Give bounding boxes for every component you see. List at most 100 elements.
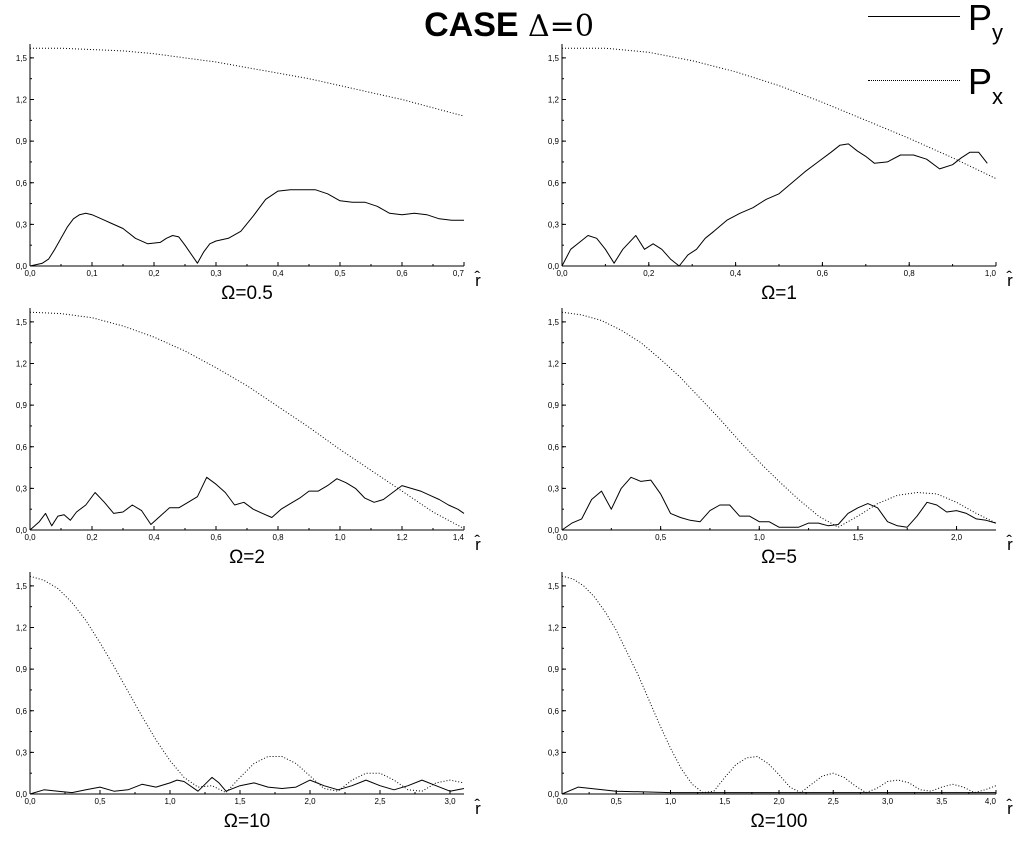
y-tick-label: 1,2 bbox=[548, 360, 560, 369]
x-tick-label: 0,0 bbox=[556, 533, 568, 542]
y-tick-label: 0,9 bbox=[548, 137, 560, 146]
chart-title-main: CASE bbox=[424, 6, 519, 44]
x-tick-label: 3,0 bbox=[882, 797, 894, 806]
y-tick-label: 0,9 bbox=[16, 401, 28, 410]
x-tick-label: 0,3 bbox=[210, 269, 222, 278]
chart-panel-5: 0,0 0,5 1,0 1,5 2,0 2,5 3,0 0,0 0,3 0,6 0,9 1,2 1,5 r… bbox=[16, 572, 481, 832]
chart-title: CASE Δ=0 bbox=[0, 6, 1018, 45]
x-tick-label: 3,0 bbox=[444, 797, 456, 806]
y-tick-label: 0,3 bbox=[548, 220, 560, 229]
y-tick-label: 0,0 bbox=[548, 526, 560, 535]
y-tick-label: 0,3 bbox=[16, 220, 28, 229]
x-tick-label: 0,2 bbox=[86, 533, 98, 542]
series-py-line bbox=[29, 776, 465, 795]
y-tick-label: 0,3 bbox=[16, 484, 28, 493]
y-tick-label: 0,0 bbox=[16, 526, 28, 535]
x-tick-label: 4,0 bbox=[985, 797, 997, 806]
x-tick-label: 0,0 bbox=[24, 269, 36, 278]
x-tick-label: 1,5 bbox=[234, 797, 246, 806]
panel-caption: Ω=10 bbox=[224, 811, 270, 832]
y-tick-label: 1,5 bbox=[16, 582, 28, 591]
panel-caption: Ω=2 bbox=[229, 547, 265, 568]
x-tick-label: 1,4 bbox=[453, 533, 465, 542]
y-tick-label: 0,9 bbox=[548, 665, 560, 674]
x-tick-label: 1,0 bbox=[334, 533, 346, 542]
x-tick-label: 3,5 bbox=[936, 797, 948, 806]
legend-dotted-line-swatch bbox=[868, 80, 960, 81]
legend-py-label: P bbox=[968, 0, 993, 38]
y-tick-label: 0,0 bbox=[548, 790, 560, 799]
x-tick-label: 0,0 bbox=[24, 533, 36, 542]
y-tick-label: 0,3 bbox=[548, 484, 560, 493]
x-axis-label: r̂ bbox=[1006, 270, 1013, 290]
y-tick-label: 0,9 bbox=[548, 401, 560, 410]
series-py-line bbox=[561, 786, 996, 795]
chart-panel-3: 0,0 0,2 0,4 0,6 0,8 1,0 1,2 1,4 0,0 0,3 0,6 0,9 1,2 1… bbox=[16, 308, 481, 568]
x-tick-label: 0,6 bbox=[396, 269, 408, 278]
x-tick-label: 0,5 bbox=[94, 797, 106, 806]
x-tick-label: 0,4 bbox=[730, 269, 742, 278]
x-tick-label: 0,6 bbox=[817, 269, 829, 278]
y-tick-label: 1,2 bbox=[16, 96, 28, 105]
chart-panel-4: 0,0 0,5 1,0 1,5 2,0 0,0 0,3 0,6 0,9 1,2 1,5 r̂ Ω=5 bbox=[548, 308, 1013, 568]
y-tick-label: 0,6 bbox=[16, 179, 28, 188]
x-axis-label: r̂ bbox=[474, 798, 481, 818]
series-px-line bbox=[562, 47, 997, 180]
x-tick-label: 0,0 bbox=[556, 269, 568, 278]
x-tick-label: 0,5 bbox=[655, 533, 667, 542]
y-tick-label: 0,0 bbox=[548, 262, 560, 271]
x-tick-label: 1,0 bbox=[665, 797, 677, 806]
chart-panel-1: 0,0 0,1 0,2 0,3 0,4 0,5 0,6 0,7 0,0 0,3 0,6 0,9 1,2 1… bbox=[16, 44, 481, 304]
y-tick-label: 0,9 bbox=[16, 665, 28, 674]
y-tick-label: 0,6 bbox=[16, 443, 28, 452]
x-tick-label: 0,8 bbox=[904, 269, 916, 278]
x-tick-label: 0,8 bbox=[272, 533, 284, 542]
x-tick-label: 0,0 bbox=[24, 797, 36, 806]
x-tick-label: 2,5 bbox=[374, 797, 386, 806]
x-tick-label: 1,5 bbox=[719, 797, 731, 806]
y-tick-label: 0,6 bbox=[548, 707, 560, 716]
legend: Py Px bbox=[862, 0, 1018, 120]
x-axis-label: r̂ bbox=[1006, 798, 1013, 818]
legend-solid-line-swatch bbox=[868, 16, 960, 17]
x-tick-label: 0,1 bbox=[86, 269, 98, 278]
x-tick-label: 0,6 bbox=[210, 533, 222, 542]
y-tick-label: 1,5 bbox=[16, 54, 28, 63]
y-tick-label: 1,5 bbox=[548, 318, 560, 327]
y-tick-label: 1,2 bbox=[548, 96, 560, 105]
legend-entry-py: Py bbox=[968, 0, 1003, 45]
x-tick-label: 0,4 bbox=[148, 533, 160, 542]
x-tick-label: 1,5 bbox=[852, 533, 864, 542]
y-tick-label: 0,9 bbox=[16, 137, 28, 146]
chart-title-delta: Δ=0 bbox=[528, 9, 594, 44]
panel-caption: Ω=0.5 bbox=[221, 283, 273, 304]
series-py-line bbox=[561, 143, 988, 267]
x-tick-label: 0,4 bbox=[272, 269, 284, 278]
y-tick-label: 1,5 bbox=[16, 318, 28, 327]
x-tick-label: 1,0 bbox=[985, 269, 997, 278]
y-tick-label: 1,2 bbox=[16, 360, 28, 369]
y-tick-label: 1,5 bbox=[548, 582, 560, 591]
chart-panel-6: 0,0 0,5 1,0 1,5 2,0 2,5 3,0 3,5 4,0 0,0 0,3 0,6 0,9 1… bbox=[548, 572, 1013, 832]
x-axis-label: r̂ bbox=[1006, 534, 1013, 554]
x-tick-label: 0,5 bbox=[334, 269, 346, 278]
y-tick-label: 0,0 bbox=[16, 262, 28, 271]
y-tick-label: 1,2 bbox=[16, 624, 28, 633]
x-tick-label: 2,0 bbox=[304, 797, 316, 806]
x-tick-label: 2,5 bbox=[828, 797, 840, 806]
x-tick-label: 0,5 bbox=[611, 797, 623, 806]
x-axis-label: r̂ bbox=[474, 534, 481, 554]
x-tick-label: 0,2 bbox=[643, 269, 655, 278]
legend-py-sub: y bbox=[992, 20, 1004, 45]
y-tick-label: 0,3 bbox=[16, 748, 28, 757]
y-tick-label: 0,6 bbox=[548, 443, 560, 452]
panel-caption: Ω=100 bbox=[751, 811, 808, 832]
series-px-line bbox=[29, 311, 465, 530]
x-tick-label: 2,0 bbox=[951, 533, 963, 542]
y-tick-label: 0,0 bbox=[16, 790, 28, 799]
panel-caption: Ω=5 bbox=[761, 547, 797, 568]
series-px-line bbox=[561, 575, 997, 794]
chart-panel-2: 0,0 0,2 0,4 0,6 0,8 1,0 0,0 0,3 0,6 0,9 1,2 1,5 r̂ Ω=… bbox=[548, 44, 1013, 304]
series-py-line bbox=[29, 189, 464, 267]
